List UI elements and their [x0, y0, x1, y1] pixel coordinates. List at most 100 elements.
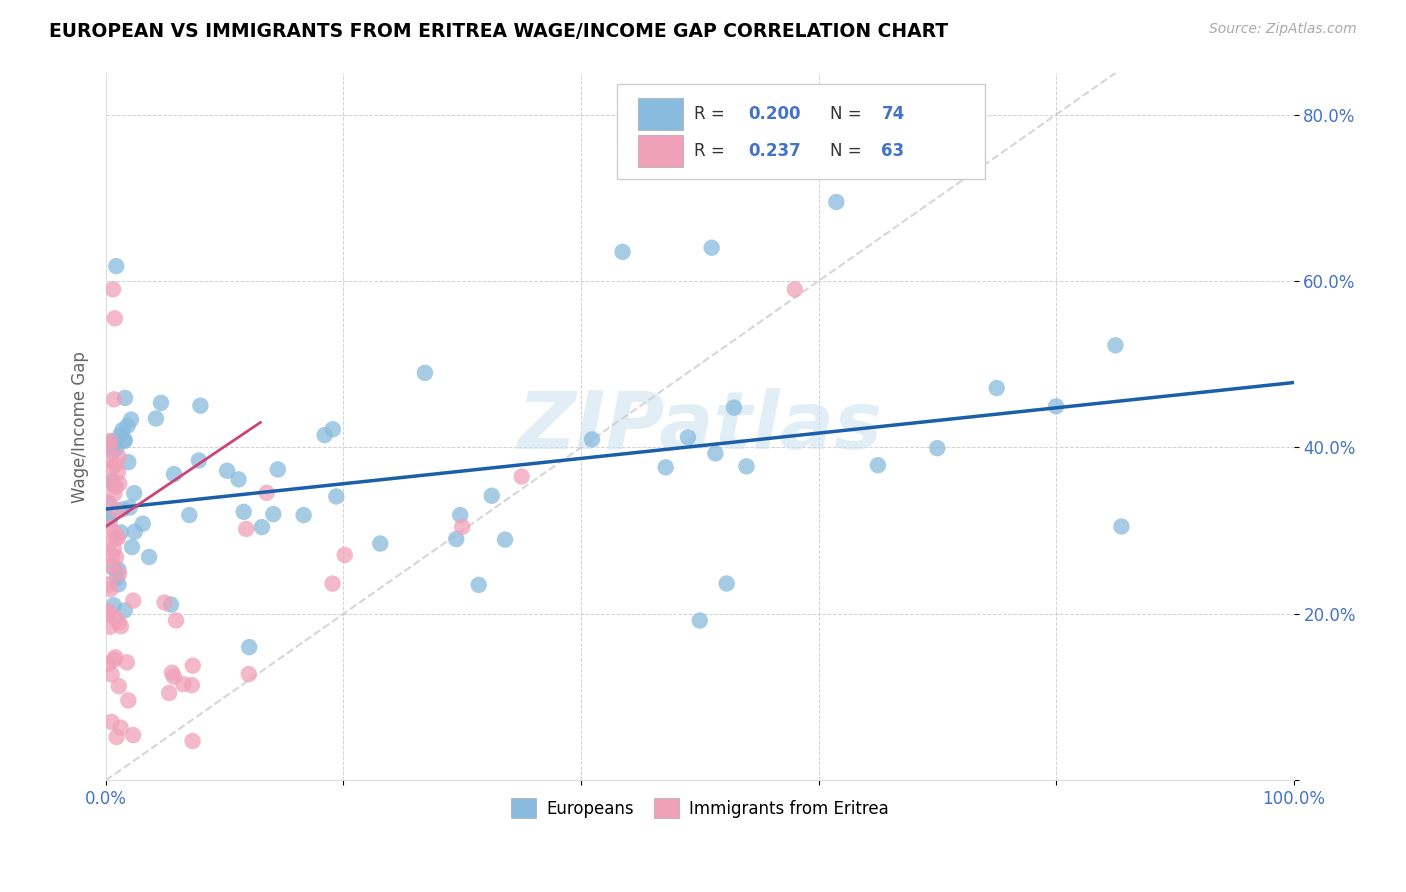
Point: [97, 453, 120, 467]
Point: [228, 472, 250, 486]
Point: [101, 461, 124, 475]
Point: [676, 430, 699, 444]
Point: [103, 598, 125, 612]
Point: [101, 282, 124, 296]
Point: [108, 450, 131, 465]
Point: [108, 679, 131, 693]
Point: [138, 549, 160, 564]
Point: [654, 460, 676, 475]
Point: [98, 620, 121, 634]
Point: [723, 401, 745, 415]
Point: [187, 453, 209, 467]
Point: [114, 603, 136, 617]
Point: [446, 532, 468, 546]
Point: [451, 520, 474, 534]
Point: [100, 559, 122, 574]
Point: [100, 475, 122, 489]
Point: [510, 469, 533, 483]
Point: [101, 434, 124, 449]
Point: [132, 516, 155, 531]
Point: [172, 677, 194, 691]
Point: [105, 259, 128, 273]
Point: [114, 391, 136, 405]
Point: [108, 428, 131, 442]
Point: [217, 464, 239, 478]
Point: [104, 311, 127, 326]
Text: 74: 74: [882, 105, 904, 123]
Point: [103, 392, 125, 407]
Text: N =: N =: [831, 105, 868, 123]
Point: [449, 508, 471, 522]
Y-axis label: Wage/Income Gap: Wage/Income Gap: [72, 351, 89, 502]
Point: [98, 497, 121, 511]
Point: [103, 653, 125, 667]
Point: [118, 500, 141, 515]
Point: [267, 462, 290, 476]
Text: ZIPatlas: ZIPatlas: [517, 388, 883, 466]
Point: [1045, 400, 1067, 414]
FancyBboxPatch shape: [638, 136, 683, 167]
Point: [292, 508, 315, 522]
Point: [163, 670, 186, 684]
Text: 0.200: 0.200: [748, 105, 801, 123]
Point: [110, 721, 132, 735]
Point: [105, 571, 128, 585]
Point: [157, 686, 180, 700]
Point: [104, 526, 127, 541]
Point: [103, 477, 125, 491]
Point: [333, 548, 356, 562]
Point: [163, 467, 186, 481]
Point: [238, 640, 260, 655]
Point: [97, 495, 120, 509]
Point: [97, 577, 120, 591]
Point: [103, 486, 125, 500]
Point: [115, 656, 138, 670]
Point: [117, 455, 139, 469]
Point: [250, 520, 273, 534]
Point: [494, 533, 516, 547]
Point: [104, 531, 127, 545]
Point: [111, 502, 134, 516]
Point: [103, 439, 125, 453]
Point: [104, 458, 127, 472]
Point: [413, 366, 436, 380]
Point: [986, 381, 1008, 395]
Point: [122, 486, 145, 500]
Point: [1104, 338, 1126, 352]
Point: [107, 531, 129, 545]
Point: [107, 466, 129, 480]
Point: [107, 615, 129, 630]
Point: [110, 619, 132, 633]
Point: [927, 441, 949, 455]
Point: [124, 524, 146, 539]
Legend: Europeans, Immigrants from Eritrea: Europeans, Immigrants from Eritrea: [505, 791, 896, 825]
FancyBboxPatch shape: [638, 98, 683, 129]
Point: [325, 490, 347, 504]
Point: [105, 550, 128, 565]
Point: [825, 194, 848, 209]
Point: [98, 513, 121, 527]
FancyBboxPatch shape: [617, 84, 984, 179]
Point: [104, 650, 127, 665]
Point: [100, 582, 122, 597]
Point: [866, 458, 889, 473]
Point: [107, 562, 129, 576]
Point: [700, 241, 723, 255]
Point: [149, 396, 172, 410]
Point: [114, 434, 136, 448]
Point: [256, 485, 278, 500]
Text: R =: R =: [693, 105, 730, 123]
Point: [117, 418, 139, 433]
Point: [104, 480, 127, 494]
Point: [98, 520, 121, 534]
Point: [160, 665, 183, 680]
Point: [581, 433, 603, 447]
Point: [97, 607, 120, 622]
Point: [111, 423, 134, 437]
Point: [160, 598, 183, 612]
Point: [108, 476, 131, 491]
Point: [122, 728, 145, 742]
Point: [105, 503, 128, 517]
Point: [165, 614, 187, 628]
Point: [716, 576, 738, 591]
